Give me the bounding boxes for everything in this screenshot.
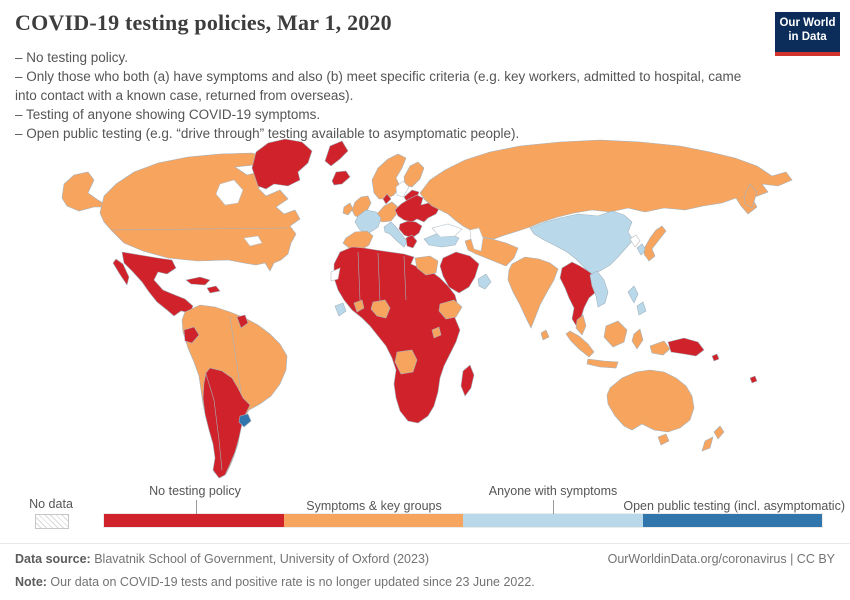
page-title: COVID-19 testing policies, Mar 1, 2020	[15, 10, 392, 35]
region-iceland[interactable]	[332, 171, 350, 185]
data-source-text: Blavatnik School of Government, Universi…	[90, 552, 430, 566]
bullet-anyone-symptoms: – Testing of anyone showing COVID-19 sym…	[15, 107, 321, 122]
legend-tick-no-testing-policy	[196, 500, 197, 515]
region-uganda[interactable]	[432, 327, 441, 338]
region-myanmar-thailand-indochina[interactable]	[560, 262, 600, 327]
world-map[interactable]	[0, 133, 850, 485]
region-north-korea[interactable]	[630, 235, 640, 247]
region-oman-uae[interactable]	[478, 274, 491, 289]
region-western-sahara[interactable]	[331, 268, 340, 281]
region-nigeria[interactable]	[371, 300, 390, 318]
region-sulawesi[interactable]	[632, 329, 643, 349]
region-liberia-sierra-leone[interactable]	[335, 303, 346, 316]
legend-bar[interactable]	[103, 513, 823, 528]
region-new-zealand[interactable]	[702, 426, 724, 451]
country-border-line-4	[378, 253, 380, 302]
legend-label-open-public-testing: Open public testing (incl. asymptomatic)	[623, 499, 845, 513]
region-greece[interactable]	[406, 235, 417, 248]
region-france[interactable]	[355, 210, 381, 233]
region-egypt[interactable]	[415, 256, 438, 275]
region-china[interactable]	[530, 211, 633, 274]
region-italy[interactable]	[384, 222, 407, 247]
region-sri-lanka[interactable]	[541, 330, 549, 340]
region-philippines[interactable]	[628, 286, 646, 315]
country-border-line-2	[206, 374, 222, 470]
legend-no-data-label: No data	[29, 497, 73, 511]
legend-label-anyone-with-symptoms: Anyone with symptoms	[488, 484, 618, 498]
region-cuba[interactable]	[186, 277, 210, 285]
water-black-sea	[432, 224, 462, 237]
legend-no-data-swatch[interactable]	[35, 514, 69, 529]
region-ireland[interactable]	[343, 203, 353, 215]
region-baja-california[interactable]	[113, 259, 129, 285]
region-australia[interactable]	[607, 370, 694, 432]
region-japan[interactable]	[644, 226, 666, 261]
bullet-no-testing-policy: – No testing policy.	[15, 50, 129, 65]
region-java[interactable]	[587, 359, 618, 368]
region-sumatra[interactable]	[566, 331, 594, 357]
legend-segment-no_policy[interactable]	[104, 514, 284, 527]
region-malay-peninsula[interactable]	[576, 315, 586, 335]
owid-link[interactable]: OurWorldinData.org/coronavirus | CC BY	[607, 552, 835, 566]
owid-logo-line1: Our World	[779, 17, 836, 29]
region-angola[interactable]	[395, 350, 417, 374]
region-guyana[interactable]	[237, 315, 248, 328]
country-border-line-1	[230, 316, 241, 392]
region-ivory-coast[interactable]	[354, 300, 364, 312]
region-ecuador[interactable]	[184, 327, 199, 343]
bullet-open-public: – Open public testing (e.g. “drive throu…	[15, 126, 520, 141]
region-fiji[interactable]	[750, 376, 757, 383]
note-text: Our data on COVID-19 tests and positive …	[46, 575, 535, 589]
region-africa[interactable]	[334, 247, 460, 423]
bullet-key-groups: – Only those who both (a) have symptoms …	[15, 69, 742, 103]
region-southern-cone[interactable]	[203, 368, 250, 478]
legend-label-symptoms-key-groups: Symptoms & key groups	[306, 499, 442, 513]
data-source-line: Data source: Blavatnik School of Governm…	[15, 552, 429, 566]
water-baltic-sea	[396, 181, 409, 197]
owid-logo-line2: in Data	[788, 31, 827, 43]
region-borneo[interactable]	[604, 321, 627, 347]
country-border-line-5	[404, 256, 406, 300]
region-greenland[interactable]	[252, 139, 312, 189]
region-saudi-arabia-yemen[interactable]	[440, 252, 479, 293]
region-west-papua[interactable]	[650, 341, 670, 355]
region-denmark[interactable]	[383, 194, 391, 204]
legend-segment-symptoms_key_groups[interactable]	[283, 514, 463, 527]
region-madagascar[interactable]	[461, 365, 474, 396]
country-border-line-0	[112, 228, 288, 230]
water-hudson-bay	[216, 180, 243, 205]
legend-label-no-testing-policy: No testing policy	[149, 484, 241, 498]
region-uruguay[interactable]	[239, 414, 251, 427]
region-hispaniola[interactable]	[207, 286, 220, 293]
data-source-label: Data source:	[15, 552, 91, 566]
region-papua-new-guinea[interactable]	[668, 338, 704, 356]
region-balkans[interactable]	[399, 221, 422, 238]
footer: Data source: Blavatnik School of Governm…	[0, 543, 850, 589]
legend-segment-open_public[interactable]	[642, 514, 822, 527]
region-greenland-east[interactable]	[325, 141, 348, 166]
region-mexico-central-america[interactable]	[122, 252, 193, 316]
legend-tick-anyone-with-symptoms	[553, 500, 554, 515]
region-ethiopia[interactable]	[439, 300, 462, 319]
water-caspian-sea	[470, 228, 483, 251]
owid-logo[interactable]: Our World in Data	[775, 12, 840, 56]
legend-segment-anyone_symptoms[interactable]	[463, 514, 643, 527]
region-vietnam[interactable]	[590, 271, 608, 307]
subtitle-bullets: – No testing policy. – Only those who bo…	[15, 48, 763, 143]
region-solomon-islands[interactable]	[712, 354, 719, 361]
country-border-line-3	[358, 252, 360, 300]
water-great-lakes	[244, 236, 262, 246]
region-iberia[interactable]	[343, 231, 373, 251]
region-tasmania[interactable]	[658, 434, 669, 445]
region-kamchatka[interactable]	[744, 184, 757, 208]
region-india[interactable]	[508, 257, 558, 328]
note-label: Note:	[15, 575, 47, 589]
region-alaska[interactable]	[62, 172, 110, 211]
region-finland[interactable]	[404, 162, 424, 187]
